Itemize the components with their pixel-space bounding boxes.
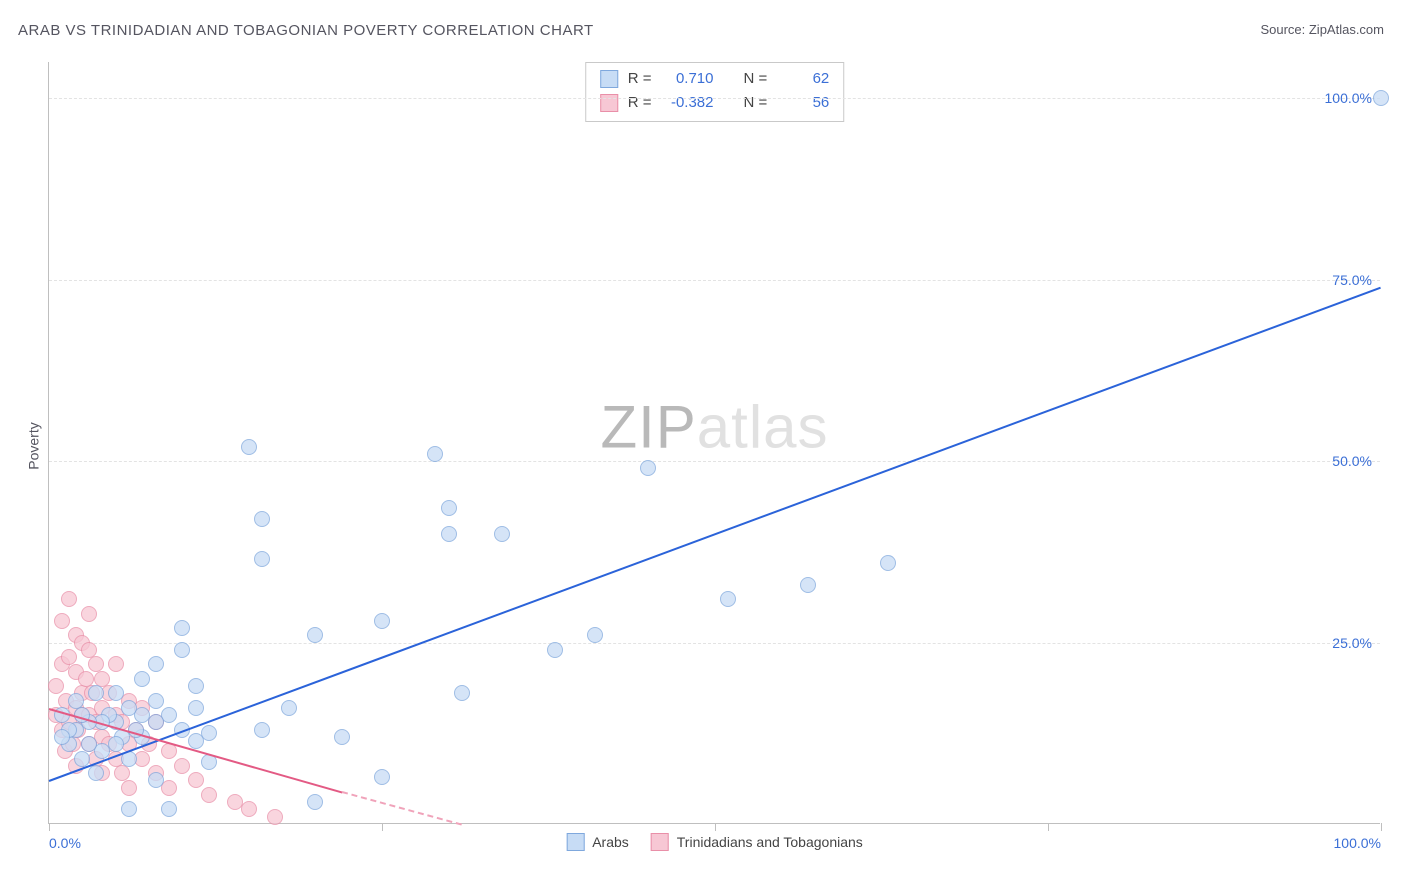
data-point-arabs (88, 765, 104, 781)
data-point-arabs (441, 500, 457, 516)
chart-title: ARAB VS TRINIDADIAN AND TOBAGONIAN POVER… (18, 22, 594, 39)
source-label: Source: (1260, 22, 1308, 37)
data-point-trinidadians (267, 809, 283, 825)
gridline (49, 98, 1380, 99)
y-tick-label: 50.0% (1332, 453, 1372, 469)
chart-container: { "title": "ARAB VS TRINIDADIAN AND TOBA… (0, 0, 1406, 892)
n-value-arabs: 62 (777, 67, 829, 91)
data-point-arabs (148, 693, 164, 709)
data-point-arabs (281, 700, 297, 716)
watermark: ZIPatlas (600, 393, 828, 462)
data-point-arabs (121, 700, 137, 716)
data-point-arabs (121, 801, 137, 817)
x-tick (49, 823, 50, 831)
data-point-arabs (88, 685, 104, 701)
r-label: R = (628, 91, 652, 115)
n-label: N = (744, 67, 768, 91)
data-point-arabs (254, 511, 270, 527)
data-point-trinidadians (81, 606, 97, 622)
data-point-arabs (148, 772, 164, 788)
data-point-arabs (188, 733, 204, 749)
data-point-arabs (254, 551, 270, 567)
y-tick-label: 25.0% (1332, 635, 1372, 651)
data-point-arabs (241, 439, 257, 455)
watermark-part-b: atlas (697, 394, 829, 461)
data-point-arabs (374, 769, 390, 785)
data-point-arabs (374, 613, 390, 629)
plot-area: ZIPatlas R = 0.710 N = 62 R = -0.382 N =… (48, 62, 1380, 824)
data-point-trinidadians (54, 613, 70, 629)
data-point-arabs (441, 526, 457, 542)
legend-item-arabs: Arabs (566, 833, 629, 851)
swatch-trinidadians (600, 94, 618, 112)
data-point-arabs (188, 678, 204, 694)
data-point-trinidadians (121, 780, 137, 796)
correlation-row-trinidadians: R = -0.382 N = 56 (600, 91, 830, 115)
x-tick (715, 823, 716, 831)
data-point-arabs (307, 627, 323, 643)
data-point-arabs (334, 729, 350, 745)
source-attribution: Source: ZipAtlas.com (1260, 22, 1384, 37)
n-label: N = (744, 91, 768, 115)
data-point-arabs (454, 685, 470, 701)
source-name: ZipAtlas.com (1309, 22, 1384, 37)
y-tick-label: 100.0% (1325, 90, 1372, 106)
x-tick-label: 0.0% (49, 835, 81, 851)
data-point-arabs (108, 685, 124, 701)
data-point-arabs (1373, 90, 1389, 106)
data-point-arabs (720, 591, 736, 607)
data-point-arabs (68, 693, 84, 709)
legend-label-trinidadians: Trinidadians and Tobagonians (677, 834, 863, 850)
swatch-arabs (600, 70, 618, 88)
series-legend: Arabs Trinidadians and Tobagonians (566, 833, 863, 851)
n-value-trinidadians: 56 (777, 91, 829, 115)
y-axis-label: Poverty (26, 422, 42, 469)
legend-label-arabs: Arabs (592, 834, 629, 850)
data-point-arabs (307, 794, 323, 810)
data-point-arabs (587, 627, 603, 643)
swatch-arabs (566, 833, 584, 851)
watermark-part-a: ZIP (600, 394, 696, 461)
data-point-arabs (161, 801, 177, 817)
x-tick (382, 823, 383, 831)
legend-item-trinidadians: Trinidadians and Tobagonians (651, 833, 863, 851)
x-tick (1381, 823, 1382, 831)
trend-line (49, 287, 1382, 782)
r-value-arabs: 0.710 (662, 67, 714, 91)
data-point-trinidadians (188, 772, 204, 788)
data-point-arabs (494, 526, 510, 542)
data-point-arabs (174, 642, 190, 658)
data-point-trinidadians (201, 787, 217, 803)
data-point-arabs (800, 577, 816, 593)
y-tick-label: 75.0% (1332, 272, 1372, 288)
data-point-trinidadians (48, 678, 64, 694)
data-point-arabs (174, 620, 190, 636)
data-point-trinidadians (241, 801, 257, 817)
data-point-trinidadians (61, 591, 77, 607)
data-point-arabs (427, 446, 443, 462)
r-label: R = (628, 67, 652, 91)
swatch-trinidadians (651, 833, 669, 851)
data-point-arabs (148, 656, 164, 672)
data-point-arabs (134, 671, 150, 687)
correlation-row-arabs: R = 0.710 N = 62 (600, 67, 830, 91)
data-point-arabs (254, 722, 270, 738)
correlation-legend: R = 0.710 N = 62 R = -0.382 N = 56 (585, 62, 845, 122)
data-point-arabs (547, 642, 563, 658)
data-point-arabs (188, 700, 204, 716)
gridline (49, 280, 1380, 281)
trend-line (342, 791, 462, 826)
r-value-trinidadians: -0.382 (662, 91, 714, 115)
data-point-trinidadians (174, 758, 190, 774)
data-point-arabs (54, 729, 70, 745)
gridline (49, 643, 1380, 644)
data-point-trinidadians (108, 656, 124, 672)
data-point-arabs (880, 555, 896, 571)
x-tick-label: 100.0% (1334, 835, 1381, 851)
x-tick (1048, 823, 1049, 831)
data-point-arabs (640, 460, 656, 476)
gridline (49, 461, 1380, 462)
